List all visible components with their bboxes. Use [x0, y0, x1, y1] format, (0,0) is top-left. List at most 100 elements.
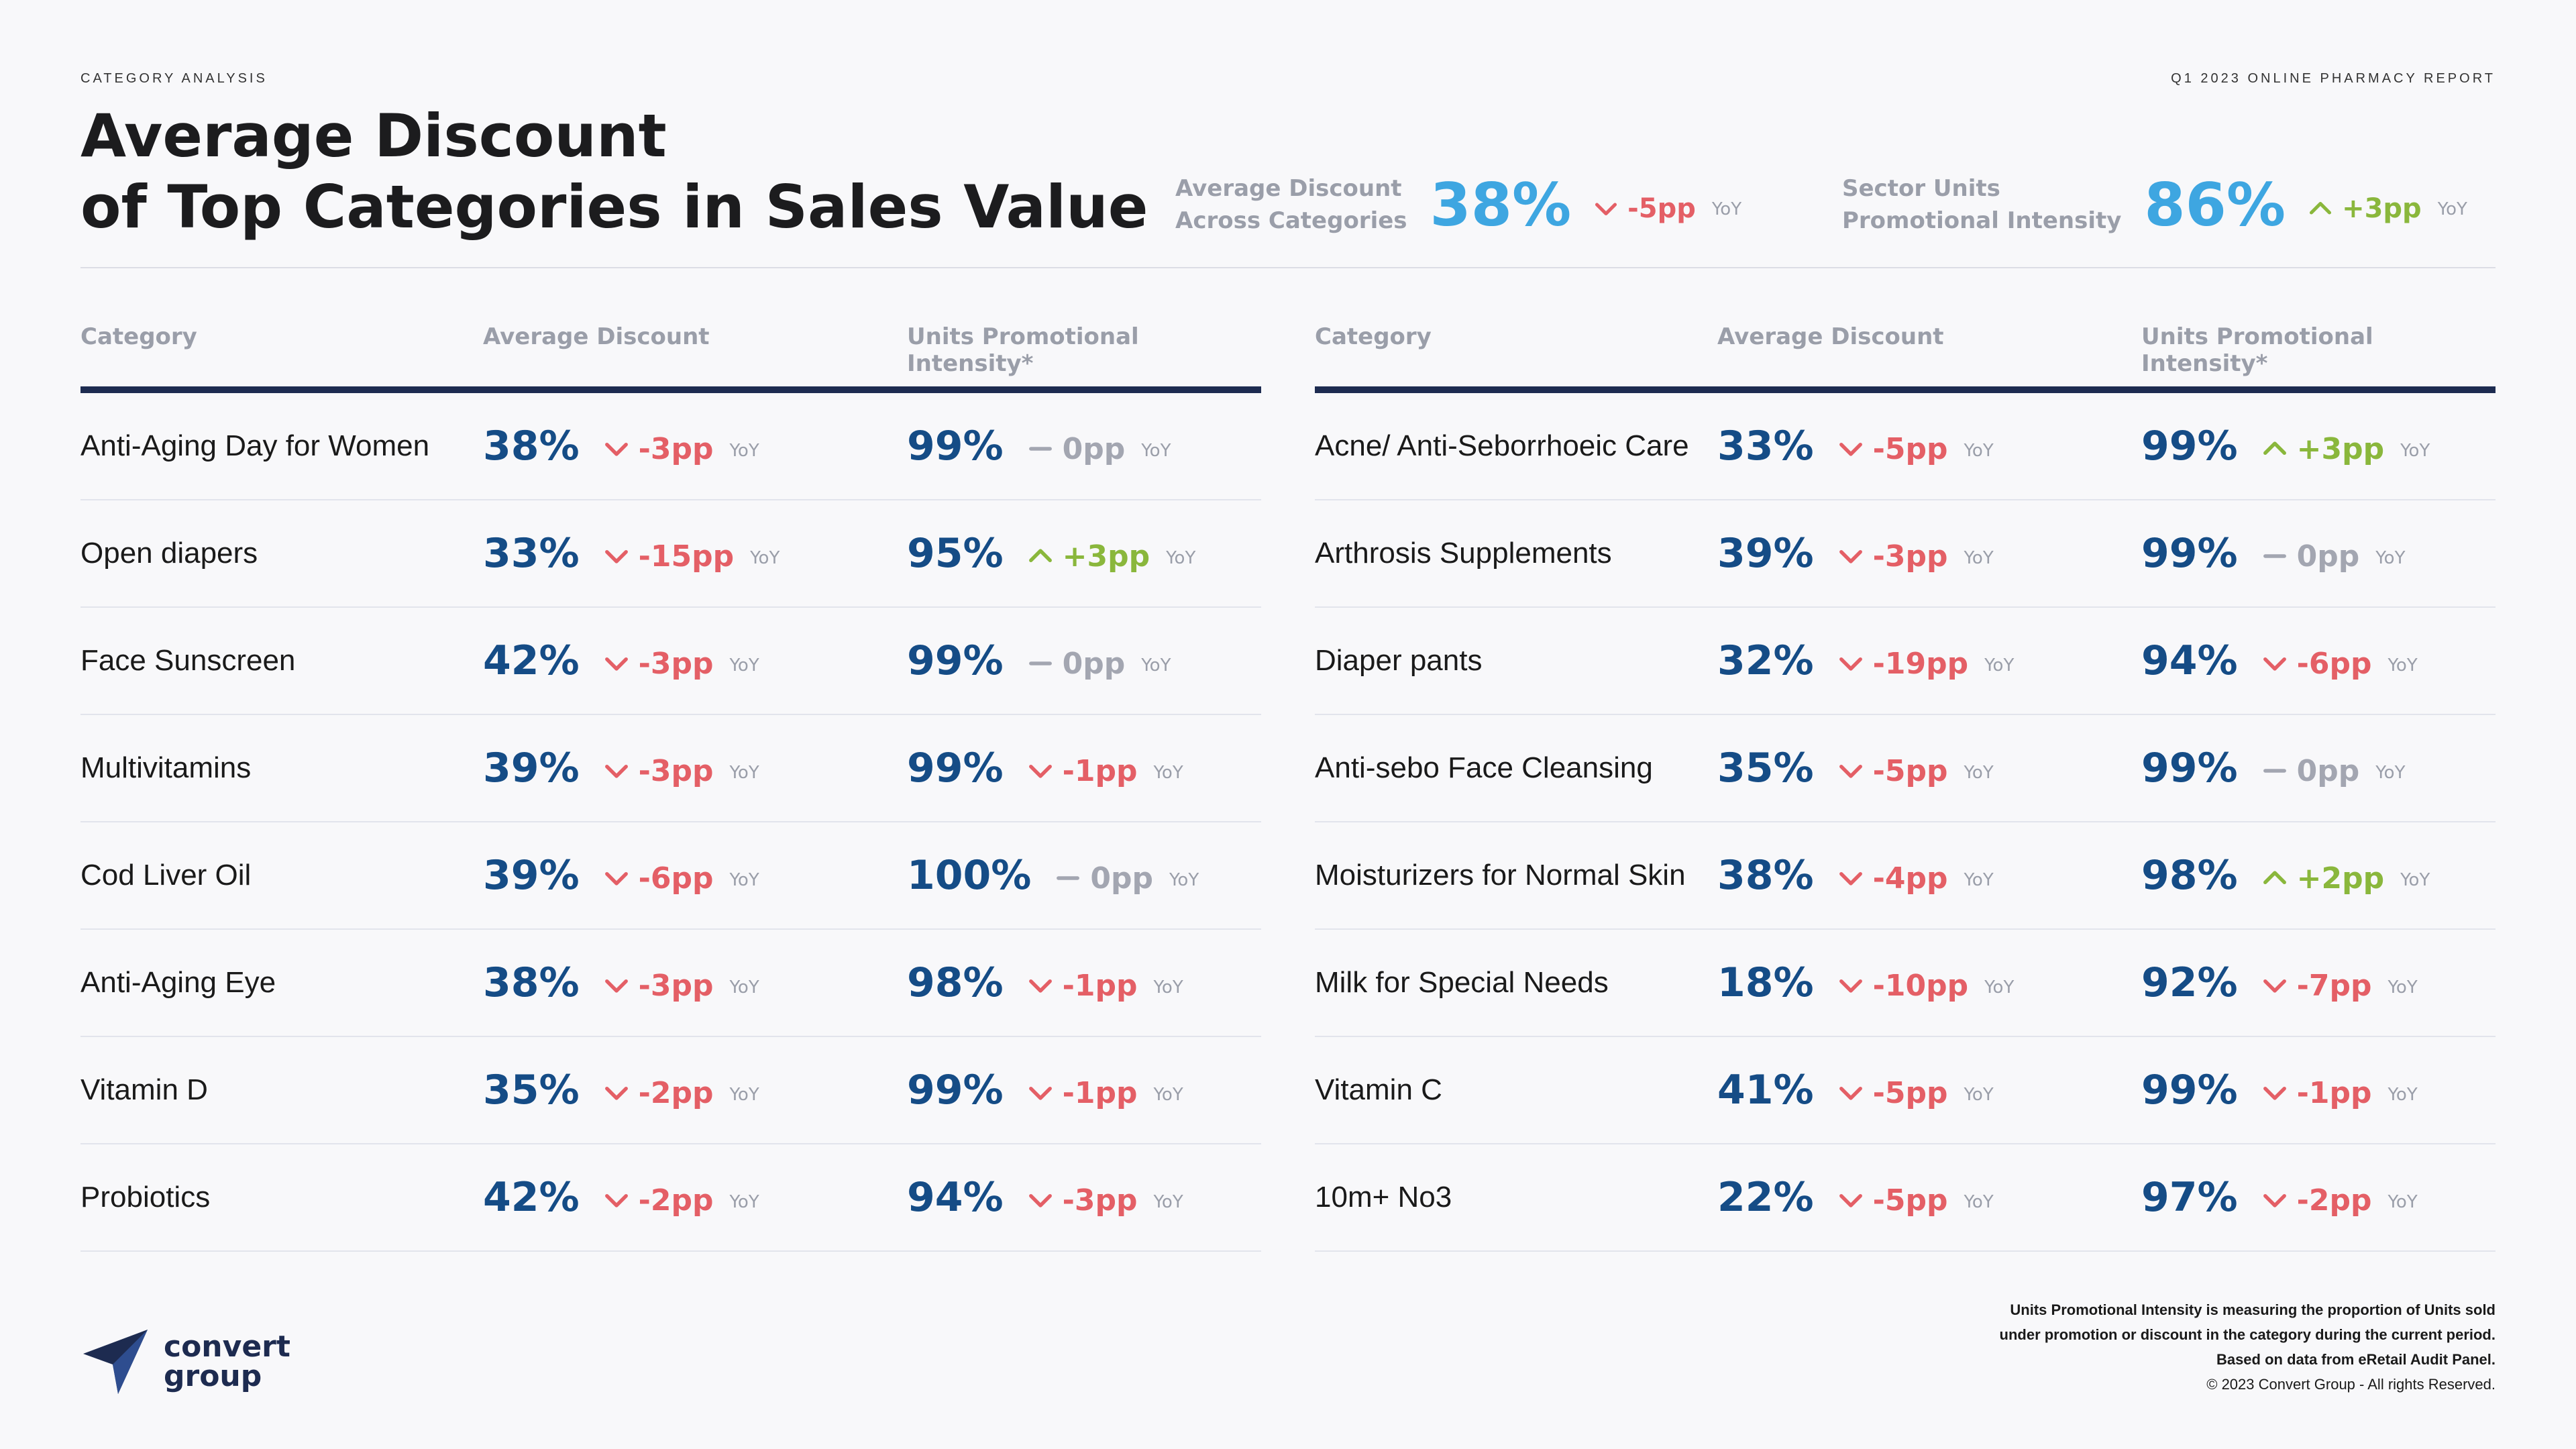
average-discount-change-value: -5pp — [1872, 1075, 1948, 1110]
chevron-up-icon — [2310, 201, 2332, 215]
chevron-down-icon — [1839, 764, 1862, 778]
page-title-line-1: Average Discount — [80, 101, 667, 170]
footnote-line-2: under promotion or discount in the categ… — [1999, 1326, 2496, 1343]
promotional-intensity-change: -1pp — [1028, 754, 1138, 788]
average-discount-change-value: -5pp — [1872, 753, 1948, 788]
promotional-intensity-value: 98% — [2141, 852, 2238, 899]
column-header-category: Category — [80, 323, 197, 350]
category-name: 10m+ No3 — [1315, 1181, 1452, 1214]
promotional-intensity-change: -1pp — [2262, 1076, 2372, 1110]
average-discount-change: -5pp — [1838, 754, 1948, 788]
promotional-intensity-change-value: +3pp — [1062, 539, 1150, 574]
promotional-intensity-change: 0pp — [1028, 431, 1126, 466]
promotional-intensity-change-value: 0pp — [2296, 539, 2360, 574]
kpi-average-discount: Average Discount Across Categories 38% -… — [1175, 168, 1741, 241]
average-discount-value: 35% — [1717, 745, 1814, 792]
average-discount-change: -3pp — [604, 432, 714, 466]
yoy-label: YoY — [1964, 763, 1994, 783]
average-discount-value: 32% — [1717, 637, 1814, 684]
promotional-intensity-cell: 99% -1pp YoY — [2141, 1037, 2418, 1143]
yoy-label: YoY — [729, 1085, 759, 1105]
chevron-down-icon — [604, 549, 628, 564]
average-discount-change-value: -2pp — [638, 1183, 714, 1218]
chevron-down-icon — [1839, 1086, 1862, 1100]
average-discount-change-value: -4pp — [1872, 861, 1948, 896]
promotional-intensity-change-value: 0pp — [1090, 861, 1153, 896]
promotional-intensity-change: -3pp — [1028, 1183, 1138, 1218]
kpi-change-value: +3pp — [2342, 193, 2422, 224]
category-name: Diaper pants — [1315, 644, 1483, 677]
yoy-label: YoY — [2375, 763, 2406, 783]
category-name: Arthrosis Supplements — [1315, 537, 1612, 570]
average-discount-change: -5pp — [1838, 432, 1948, 466]
promotional-intensity-value: 97% — [2141, 1174, 2238, 1221]
kpi-label-line-1: Average Discount — [1175, 175, 1402, 202]
table-row: Anti-Aging Day for Women 38% -3pp YoY 99% 0pp… — [80, 393, 1261, 500]
table-body: Anti-Aging Day for Women 38% -3pp YoY 99% 0pp… — [80, 393, 1261, 1252]
average-discount-value: 41% — [1717, 1067, 1814, 1114]
page-title: Average Discount of Top Categories in Sa… — [80, 101, 1148, 243]
yoy-label: YoY — [1153, 977, 1183, 998]
eyebrow-category-analysis: CATEGORY ANALYSIS — [80, 71, 268, 86]
eyebrow-report-name: Q1 2023 ONLINE PHARMACY REPORT — [2171, 71, 2496, 86]
chevron-down-icon — [604, 1086, 628, 1100]
chevron-down-icon — [1028, 1193, 1052, 1208]
promotional-intensity-value: 94% — [907, 1174, 1004, 1221]
average-discount-change: -15pp — [604, 539, 734, 574]
yoy-label: YoY — [1141, 655, 1171, 676]
chevron-down-icon — [604, 442, 628, 456]
average-discount-change: -3pp — [604, 969, 714, 1003]
average-discount-cell: 39% -3pp YoY — [1717, 500, 1994, 606]
footnote-line-1: Units Promotional Intensity is measuring… — [2010, 1301, 2496, 1318]
promotional-intensity-value: 95% — [907, 530, 1004, 577]
average-discount-value: 38% — [483, 959, 580, 1006]
yoy-label: YoY — [1964, 870, 1994, 890]
average-discount-change: -3pp — [604, 647, 714, 681]
yoy-label: YoY — [1964, 441, 1994, 461]
category-name: Anti-Aging Eye — [80, 966, 276, 999]
kpi-change: +3pp — [2308, 193, 2422, 224]
chevron-up-icon — [2263, 871, 2286, 885]
category-name: Moisturizers for Normal Skin — [1315, 859, 1686, 892]
category-name: Anti-sebo Face Cleansing — [1315, 751, 1653, 784]
chevron-down-icon — [604, 657, 628, 671]
average-discount-cell: 38% -3pp YoY — [483, 393, 759, 499]
chevron-up-icon — [1028, 549, 1052, 563]
kpi-value: 38% — [1430, 170, 1572, 239]
promotional-intensity-cell: 97% -2pp YoY — [2141, 1144, 2418, 1250]
promotional-intensity-cell: 99% 0pp YoY — [2141, 715, 2405, 821]
table-row: Vitamin C 41% -5pp YoY 99% -1pp YoY — [1315, 1037, 2496, 1144]
promotional-intensity-change: +3pp — [2262, 432, 2384, 466]
chevron-down-icon — [1028, 764, 1052, 778]
yoy-label: YoY — [2387, 1192, 2418, 1212]
chevron-down-icon — [2263, 979, 2286, 993]
average-discount-change-value: -6pp — [638, 861, 714, 896]
table-row: Acne/ Anti-Seborrhoeic Care 33% -5pp YoY 99%… — [1315, 393, 2496, 500]
average-discount-change-value: -3pp — [638, 646, 714, 681]
yoy-label: YoY — [1964, 1192, 1994, 1212]
promotional-intensity-value: 100% — [907, 852, 1032, 899]
kpi-label: Sector Units Promotional Intensity — [1842, 172, 2121, 237]
average-discount-value: 35% — [483, 1067, 580, 1114]
kpi-label: Average Discount Across Categories — [1175, 172, 1407, 237]
chevron-down-icon — [1839, 442, 1862, 456]
logo-wordmark: convert group — [164, 1332, 290, 1391]
promotional-intensity-change: -6pp — [2262, 647, 2372, 681]
average-discount-value: 39% — [1717, 530, 1814, 577]
average-discount-change: -3pp — [604, 754, 714, 788]
yoy-label: YoY — [729, 441, 759, 461]
category-name: Open diapers — [80, 537, 258, 570]
average-discount-change: -2pp — [604, 1183, 714, 1218]
promotional-intensity-change: 0pp — [2262, 754, 2359, 788]
promotional-intensity-cell: 99% 0pp YoY — [907, 608, 1171, 714]
average-discount-cell: 42% -3pp YoY — [483, 608, 759, 714]
yoy-label: YoY — [1153, 1192, 1183, 1212]
promotional-intensity-change-value: 0pp — [1062, 431, 1126, 466]
yoy-label: YoY — [2387, 655, 2418, 676]
yoy-label: YoY — [1153, 763, 1183, 783]
average-discount-value: 38% — [1717, 852, 1814, 899]
average-discount-change: -6pp — [604, 861, 714, 896]
chevron-down-icon — [604, 764, 628, 778]
kpi-value: 86% — [2144, 170, 2286, 239]
promotional-intensity-value: 99% — [2141, 423, 2238, 470]
